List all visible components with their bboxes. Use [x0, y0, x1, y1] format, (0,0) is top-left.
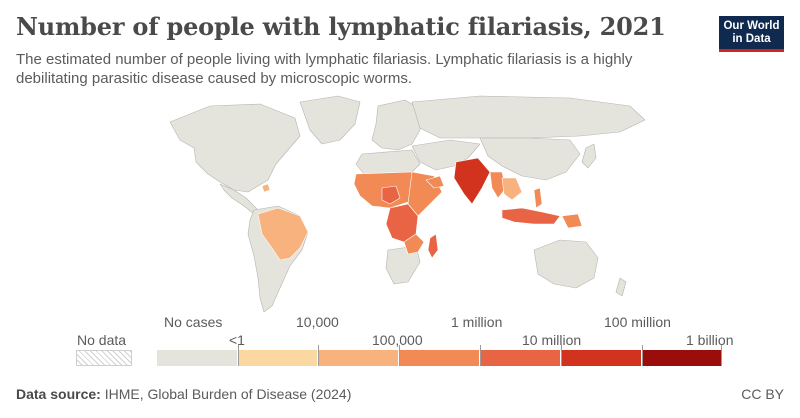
legend-bin-3[interactable]	[399, 350, 480, 366]
legend-tick	[238, 345, 239, 366]
map-region-east-asia[interactable]	[479, 137, 581, 181]
data-source-label: Data source:	[16, 386, 101, 402]
map-region-brazil[interactable]	[257, 207, 309, 261]
map-region-mozambique[interactable]	[403, 233, 425, 255]
legend-no-data-label: No data	[77, 332, 127, 348]
legend-label-lt1: <1	[229, 332, 245, 348]
map-region-southeast-asia[interactable]	[501, 177, 523, 201]
map-region-japan[interactable]	[581, 143, 597, 169]
chart-title: Number of people with lymphatic filarias…	[16, 12, 666, 41]
legend-tick	[721, 345, 722, 366]
map-region-russia[interactable]	[411, 95, 646, 139]
legend-tick	[318, 345, 319, 366]
legend-bin-5[interactable]	[561, 350, 642, 366]
legend-bin-1[interactable]	[238, 350, 318, 366]
map-region-india[interactable]	[453, 157, 491, 205]
data-source-link[interactable]: IHME, Global Burden of Disease (2024)	[104, 386, 352, 402]
legend-label-1-million: 1 million	[451, 314, 503, 330]
legend-label-100-million: 100 million	[604, 314, 671, 330]
legend-no-cases-label: No cases	[164, 314, 223, 330]
chart-subtitle: The estimated number of people living wi…	[16, 51, 633, 87]
legend-label-10-million: 10 million	[522, 332, 582, 348]
legend-tick	[642, 345, 643, 366]
map-legend: No data No cases <1 10,000 100,000 1 mil…	[0, 312, 800, 372]
logo-line-1: Our World	[723, 20, 780, 32]
map-region-new-zealand[interactable]	[615, 277, 627, 297]
map-region-nigeria[interactable]	[381, 185, 401, 205]
license-link[interactable]: CC BY	[741, 386, 784, 402]
map-region-philippines[interactable]	[533, 187, 543, 209]
legend-no-data-swatch[interactable]	[76, 350, 132, 366]
map-region-australia[interactable]	[533, 239, 599, 289]
logo-line-2: in Data	[732, 33, 771, 45]
legend-bin-2[interactable]	[318, 350, 399, 366]
map-region-madagascar[interactable]	[427, 233, 439, 259]
map-region-indonesia[interactable]	[501, 207, 561, 225]
data-source: Data source: IHME, Global Burden of Dise…	[16, 386, 351, 402]
legend-tick	[399, 345, 400, 366]
legend-bin-4[interactable]	[480, 350, 561, 366]
map-region-greenland[interactable]	[299, 95, 361, 145]
map-region-papua-new-guinea[interactable]	[561, 213, 583, 229]
map-region-north-africa[interactable]	[355, 149, 421, 175]
legend-label-100000: 100,000	[372, 332, 423, 348]
legend-bin-6[interactable]	[642, 350, 722, 366]
map-region-north-america[interactable]	[169, 103, 301, 193]
world-map[interactable]	[150, 92, 660, 332]
legend-label-10000: 10,000	[296, 314, 339, 330]
map-region-haiti[interactable]	[261, 183, 271, 193]
map-region-yemen[interactable]	[425, 175, 445, 189]
legend-tick	[561, 345, 562, 366]
legend-tick	[480, 345, 481, 366]
legend-label-1-billion: 1 billion	[686, 332, 734, 348]
owid-logo[interactable]: Our World in Data	[719, 16, 784, 52]
legend-bin-no-cases[interactable]	[157, 350, 238, 366]
